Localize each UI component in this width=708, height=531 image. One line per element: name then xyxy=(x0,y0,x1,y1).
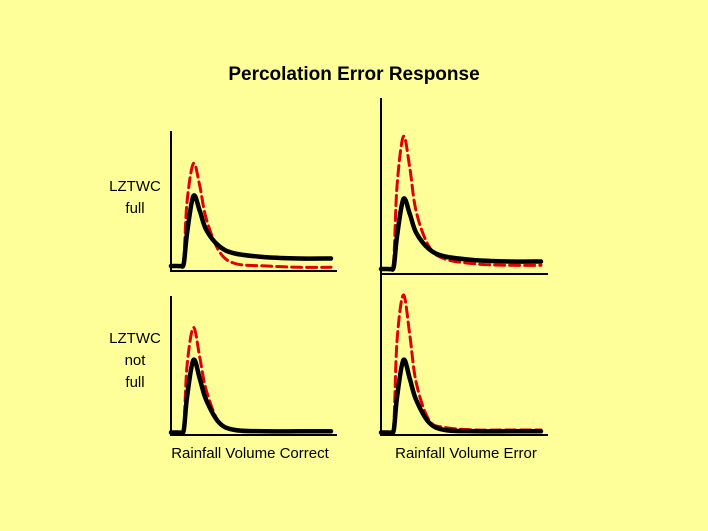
column-label-rainfall-volume-error: Rainfall Volume Error xyxy=(395,445,537,462)
chart-title: Percolation Error Response xyxy=(228,64,480,85)
row-label-lztwc-not-full: LZTWC not full xyxy=(85,328,185,394)
row-label-line: full xyxy=(125,200,145,217)
row-label-line: LZTWC xyxy=(109,330,161,347)
panel-axes xyxy=(170,131,337,272)
row-label-line: not xyxy=(124,352,146,369)
row-label-lztwc-full: LZTWC full xyxy=(85,176,185,220)
panel-axes xyxy=(380,260,548,436)
row-label-line: full xyxy=(125,374,145,391)
panel-3 xyxy=(168,296,337,436)
panel-1 xyxy=(168,131,337,272)
panel-4 xyxy=(378,260,548,436)
panel-axes xyxy=(170,296,337,436)
row-label-line: LZTWC xyxy=(109,178,161,195)
observed-hydrograph-line xyxy=(168,193,334,269)
panel-axes xyxy=(380,98,548,275)
observed-hydrograph-line xyxy=(378,196,544,272)
observed-hydrograph-line xyxy=(168,357,334,436)
column-label-rainfall-volume-correct: Rainfall Volume Correct xyxy=(171,445,329,462)
panel-2 xyxy=(378,98,548,275)
simulated-hydrograph-line xyxy=(169,161,333,269)
observed-hydrograph-line xyxy=(378,357,544,436)
simulated-hydrograph-line xyxy=(169,325,333,436)
